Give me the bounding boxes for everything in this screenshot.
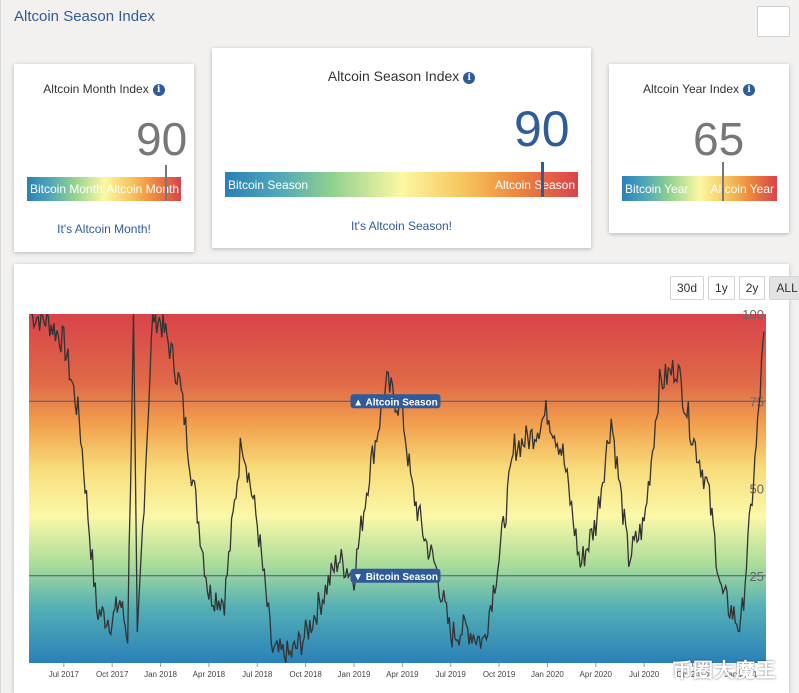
month-index-bar: Bitcoin Month Altcoin Month: [27, 165, 181, 201]
x-tick-label: Jan 2020: [531, 670, 564, 679]
y-tick-label: 50: [750, 482, 764, 497]
threshold-label-bg: [350, 568, 441, 583]
y-tick-label: 100: [742, 307, 764, 322]
info-icon[interactable]: i: [463, 72, 476, 84]
info-icon[interactable]: i: [152, 84, 165, 96]
season-index-card: Altcoin Season Index i 90 Bitcoin Season …: [212, 48, 591, 248]
season-bar-right-label: Altcoin Season: [494, 177, 575, 192]
month-index-title: Altcoin Month Index: [43, 82, 149, 96]
x-tick-label: Oct 2020: [676, 670, 709, 679]
month-bar-left-label: Bitcoin Month: [30, 182, 103, 196]
year-bar-left-label: Bitcoin Year: [625, 181, 689, 196]
x-tick-label: Oct 2017: [96, 670, 129, 679]
season-index-title: Altcoin Season Index: [327, 68, 460, 84]
year-index-card: Altcoin Year Index i 65 Bitcoin Year Altc…: [609, 64, 789, 233]
threshold-label-bg: [350, 394, 441, 409]
x-tick-label: Apr 2018: [193, 670, 226, 679]
x-tick-label: Jan 2019: [338, 670, 371, 679]
page-title: Altcoin Season Index: [14, 8, 155, 25]
month-index-card: Altcoin Month Index i 90 Bitcoin Month Al…: [14, 64, 194, 252]
watermark: 币圈大魔王: [672, 660, 777, 682]
season-bar-left-label: Bitcoin Season: [228, 177, 309, 192]
season-index-title-row: Altcoin Season Index i: [212, 68, 591, 84]
year-index-bar: Bitcoin Year Altcoin Year: [622, 162, 777, 201]
corner-button[interactable]: [757, 6, 790, 37]
season-index-status: It's Altcoin Season!: [350, 219, 452, 233]
month-index-value: 90: [136, 113, 188, 165]
season-bar-marker: [541, 162, 545, 197]
x-tick-label: Jul 2017: [49, 670, 80, 679]
x-tick-label: Apr 2020: [580, 670, 613, 679]
season-index-bar: Bitcoin Season Altcoin Season: [225, 162, 578, 197]
range-button-1y[interactable]: 1y: [708, 276, 735, 300]
x-tick-label: Jan 2018: [144, 670, 177, 679]
year-bar-right-label: Altcoin Year: [710, 181, 774, 196]
x-tick-label: Jul 2020: [629, 670, 660, 679]
range-button-all[interactable]: ALL: [769, 276, 799, 300]
season-index-value: 90: [514, 101, 570, 157]
threshold-label: ▼ Bitcoin Season: [353, 572, 438, 583]
x-tick-label: Jul 2019: [436, 670, 467, 679]
month-index-title-row: Altcoin Month Index i: [14, 82, 194, 96]
year-bar-marker: [721, 162, 724, 201]
month-bar-marker: [164, 165, 167, 201]
year-index-value: 65: [693, 113, 745, 165]
month-index-status: It's Altcoin Month!: [57, 222, 151, 236]
year-index-title: Altcoin Year Index: [642, 82, 740, 96]
info-icon[interactable]: i: [743, 84, 756, 96]
x-tick-label: Jan 2021: [724, 670, 757, 679]
range-selector: 30d 1y 2y ALL: [670, 276, 799, 300]
month-bar-right-label: Altcoin Month: [106, 182, 179, 196]
threshold-label: ▲ Altcoin Season: [353, 397, 438, 408]
x-tick-label: Jul 2018: [242, 670, 273, 679]
x-tick-label: Oct 2019: [483, 670, 516, 679]
x-tick-label: Apr 2019: [386, 670, 419, 679]
range-button-2y[interactable]: 2y: [738, 276, 766, 300]
year-index-title-row: Altcoin Year Index i: [609, 82, 789, 96]
chart-plot-area: [29, 314, 766, 663]
x-tick-label: Oct 2018: [289, 670, 322, 679]
series-line: [30, 314, 765, 663]
range-button-30d[interactable]: 30d: [670, 276, 705, 300]
